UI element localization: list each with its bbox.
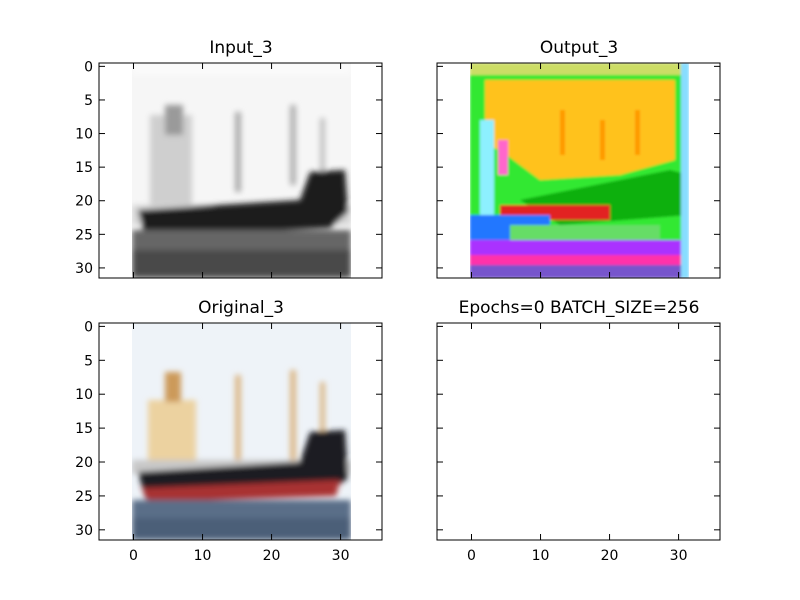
y-tick-label: 30 [75,523,93,539]
y-tick-label: 20 [75,455,93,471]
info-y-ticks [437,325,720,531]
panel-original: Original_3 0 5 10 15 20 25 30 0 10 20 30 [75,298,383,564]
original-image [132,323,351,540]
original-x-ticks: 0 10 20 30 [129,323,349,564]
original-axes-frame [98,322,383,541]
y-tick-label: 30 [75,261,93,277]
output-image [470,63,689,278]
info-axes-frame [436,322,721,541]
input-y-ticks: 0 5 10 15 20 25 30 [75,59,382,278]
original-title: Original_3 [198,298,284,318]
output-title: Output_3 [540,38,618,58]
y-tick-label: 25 [75,489,93,505]
x-tick-label: 0 [467,548,476,564]
x-tick-label: 20 [601,548,619,564]
original-y-ticks: 0 5 10 15 20 25 30 [75,319,382,539]
panel-input: Input_3 0 5 10 15 20 25 30 [75,38,383,279]
input-image [132,63,351,278]
x-tick-label: 20 [263,548,281,564]
x-tick-label: 10 [194,548,212,564]
y-tick-label: 0 [84,319,93,335]
output-y-ticks [437,63,720,278]
y-tick-label: 5 [84,353,93,369]
y-tick-label: 10 [75,387,93,403]
y-tick-label: 20 [75,194,93,210]
info-x-ticks: 0 10 20 30 [467,323,687,564]
y-tick-label: 5 [84,93,93,109]
info-title: Epochs=0 BATCH_SIZE=256 [459,298,700,318]
input-title: Input_3 [209,38,272,58]
x-tick-label: 10 [532,548,550,564]
y-tick-label: 10 [75,127,93,143]
y-tick-label: 15 [75,160,93,176]
panel-output: Output_3 [436,38,721,279]
input-axes-frame [98,62,383,279]
x-tick-label: 0 [129,548,138,564]
x-tick-label: 30 [670,548,688,564]
y-tick-label: 25 [75,227,93,243]
x-tick-label: 30 [332,548,350,564]
y-tick-label: 15 [75,421,93,437]
panel-info: Epochs=0 BATCH_SIZE=256 0 10 20 30 [436,298,721,564]
output-axes-frame [436,62,721,279]
y-tick-label: 0 [84,59,93,75]
